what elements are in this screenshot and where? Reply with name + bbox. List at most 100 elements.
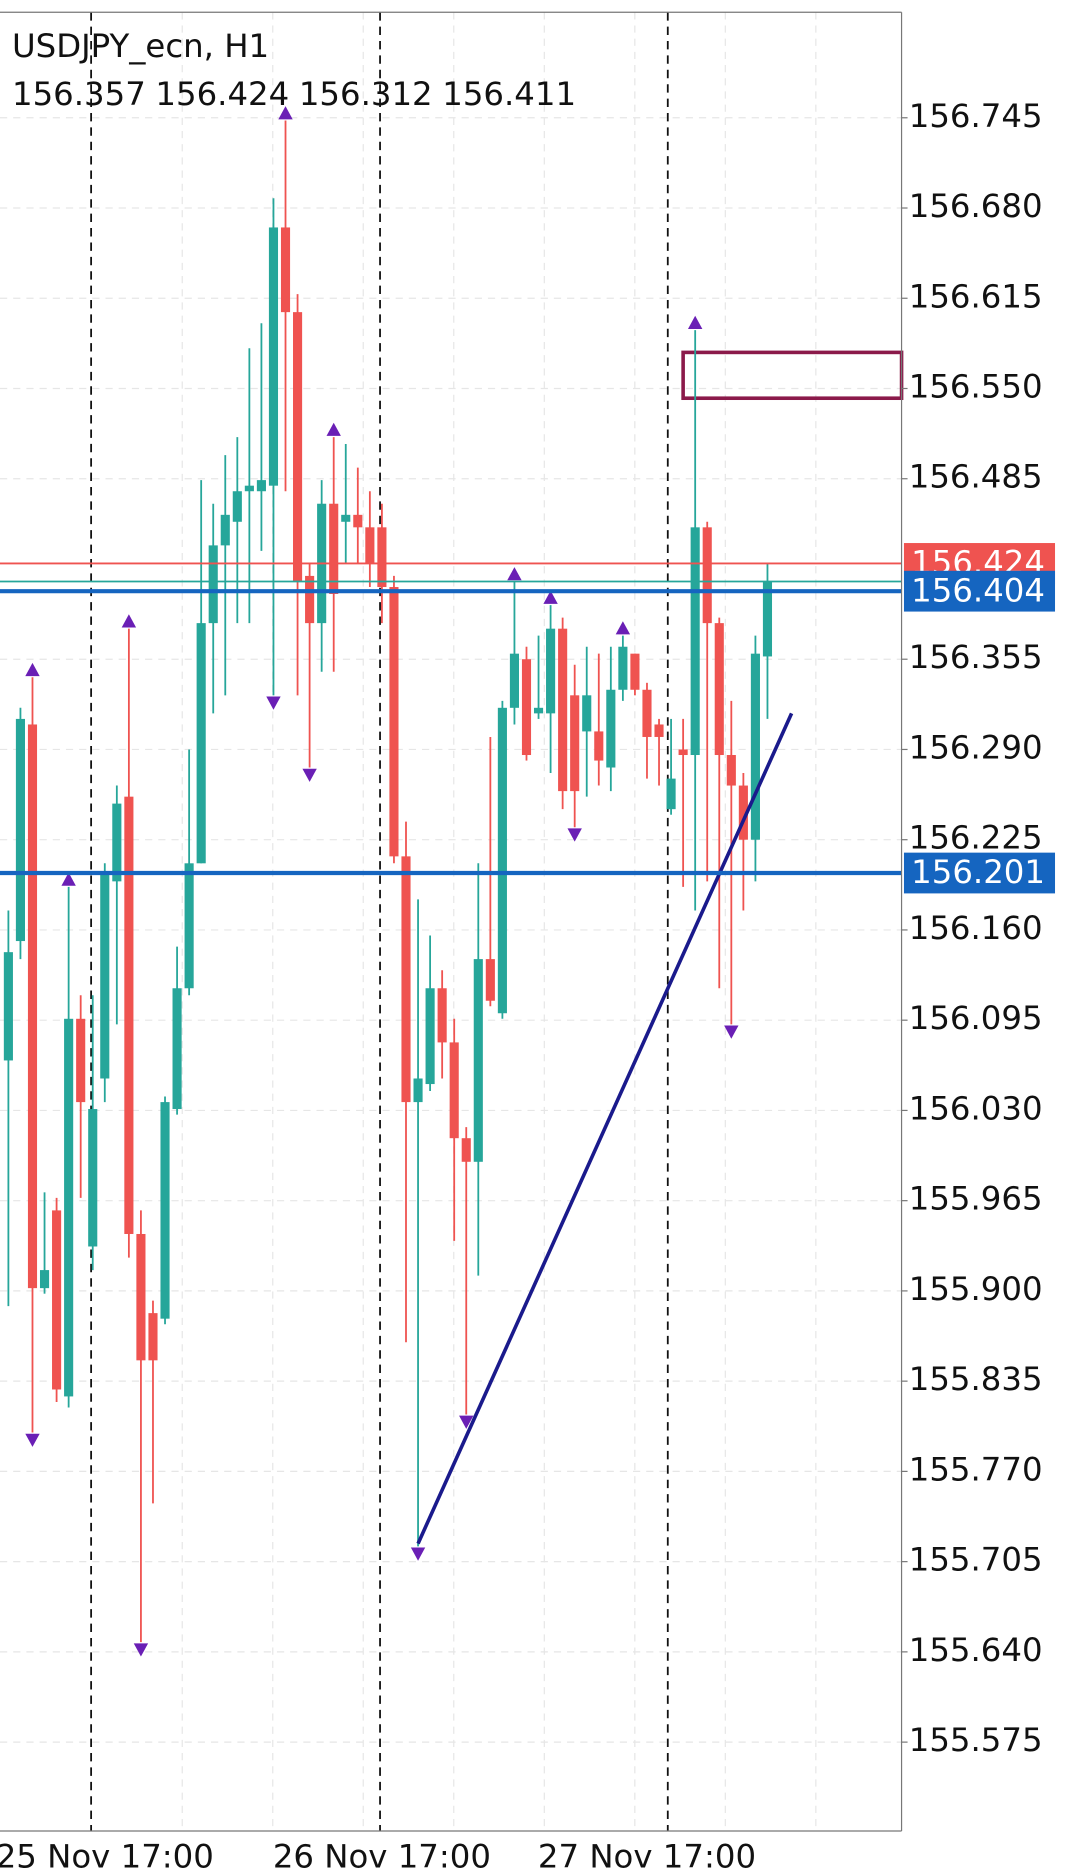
candle-body [39, 1270, 50, 1289]
candle-body [618, 646, 628, 690]
candle-body [148, 1313, 158, 1361]
candle-body [136, 1233, 146, 1361]
candle-body [437, 988, 447, 1043]
y-tick-label: 156.355 [909, 638, 1043, 676]
fractal-down [133, 1643, 149, 1657]
candle-body [413, 1078, 423, 1103]
candle-body [449, 1042, 459, 1139]
y-tick-label: 156.745 [909, 97, 1043, 135]
candle-body [124, 796, 134, 1234]
y-tick-label: 156.290 [909, 728, 1043, 766]
fractal-up [61, 872, 76, 886]
y-tick-label: 156.550 [909, 367, 1043, 405]
y-tick-label: 155.705 [909, 1541, 1043, 1579]
candle-body [570, 695, 580, 792]
ohlc-low: 156.312 [299, 75, 433, 113]
fractal-up [278, 106, 293, 120]
trendline [416, 712, 794, 1545]
fractal-up [507, 567, 522, 581]
y-tick-label: 156.680 [909, 187, 1043, 225]
candle-body [509, 653, 519, 708]
y-tick-label: 155.770 [909, 1450, 1043, 1488]
candle-body [196, 623, 206, 864]
candle-body [461, 1138, 471, 1162]
candle-body [582, 695, 592, 732]
candle-body [232, 491, 242, 522]
candle-body [280, 227, 291, 313]
candle-body [64, 1018, 74, 1397]
candle-body [690, 527, 700, 756]
y-tick-label: 155.835 [909, 1360, 1043, 1398]
candle-body [714, 623, 724, 756]
candle-body [15, 718, 25, 942]
candle-body [160, 1102, 170, 1319]
y-tick-label: 155.900 [909, 1270, 1043, 1308]
candle-body [594, 731, 604, 761]
candle-body [473, 959, 483, 1162]
candle-body [485, 959, 495, 1001]
price-label-box [903, 570, 1056, 612]
fractal-down [25, 1433, 40, 1447]
candle-body [702, 527, 712, 624]
candle-body [88, 1109, 98, 1247]
candle-body [268, 227, 279, 486]
candle-body [726, 755, 736, 786]
fractal-down [724, 1025, 739, 1039]
candle-body [630, 653, 640, 690]
candle-body [100, 874, 110, 1079]
fractal-up [121, 614, 137, 628]
candle-body [256, 480, 266, 492]
fractal-up [25, 662, 40, 677]
candle-body [220, 514, 230, 546]
price-label: 156.404 [911, 571, 1045, 609]
candle-body [112, 803, 122, 882]
candle-body [3, 952, 13, 1061]
candle-body [521, 659, 532, 756]
fractal-down [302, 768, 317, 782]
y-tick-label: 156.615 [909, 277, 1043, 315]
fractal-down [459, 1415, 474, 1429]
fractal-up [543, 590, 558, 604]
ohlc-readout: 156.357 156.424 156.312 156.411 [12, 75, 576, 113]
plot [0, 106, 904, 1657]
candle-body [377, 527, 387, 588]
y-axis: 156.745 156.680 156.615 156.550 156.485 156.3… [0, 97, 1043, 1872]
candle-body [546, 628, 556, 714]
candle-body [497, 707, 507, 1014]
candle-body [666, 778, 676, 810]
candle-body [750, 653, 760, 840]
y-tick-label: 155.965 [909, 1180, 1043, 1218]
candle-body [762, 581, 773, 657]
candle-body [533, 707, 544, 714]
candle-body [558, 628, 568, 792]
x-tick-label: 27 Nov 17:00 [538, 1838, 756, 1872]
y-tick-label: 156.485 [909, 458, 1043, 496]
candle-body [244, 485, 254, 492]
candle-body [389, 587, 399, 857]
day-separators [90, 12, 669, 1831]
fractal-down [567, 828, 582, 842]
price-label-box [903, 852, 1056, 894]
candle-body [353, 514, 363, 528]
candle-body [208, 545, 218, 624]
candle-body [27, 724, 38, 1289]
y-tick-label: 156.225 [909, 819, 1043, 857]
candle-body [365, 527, 375, 564]
candle-body [738, 785, 748, 840]
candle-body [678, 749, 688, 756]
price-label: 156.201 [911, 853, 1045, 891]
candle-body [172, 988, 182, 1110]
y-tick-label: 156.160 [909, 909, 1043, 947]
chart-title: USDJPY_ecn, H1 [12, 27, 269, 65]
candle-body [642, 689, 652, 737]
y-tick-label: 156.030 [909, 1089, 1043, 1127]
fractal-down [266, 696, 281, 710]
fractal-up [615, 621, 631, 635]
candle-body [654, 724, 664, 737]
candle-body [329, 503, 339, 594]
candle-body [341, 514, 351, 522]
candle-body [401, 856, 411, 1103]
ohlc-close: 156.411 [442, 75, 576, 113]
